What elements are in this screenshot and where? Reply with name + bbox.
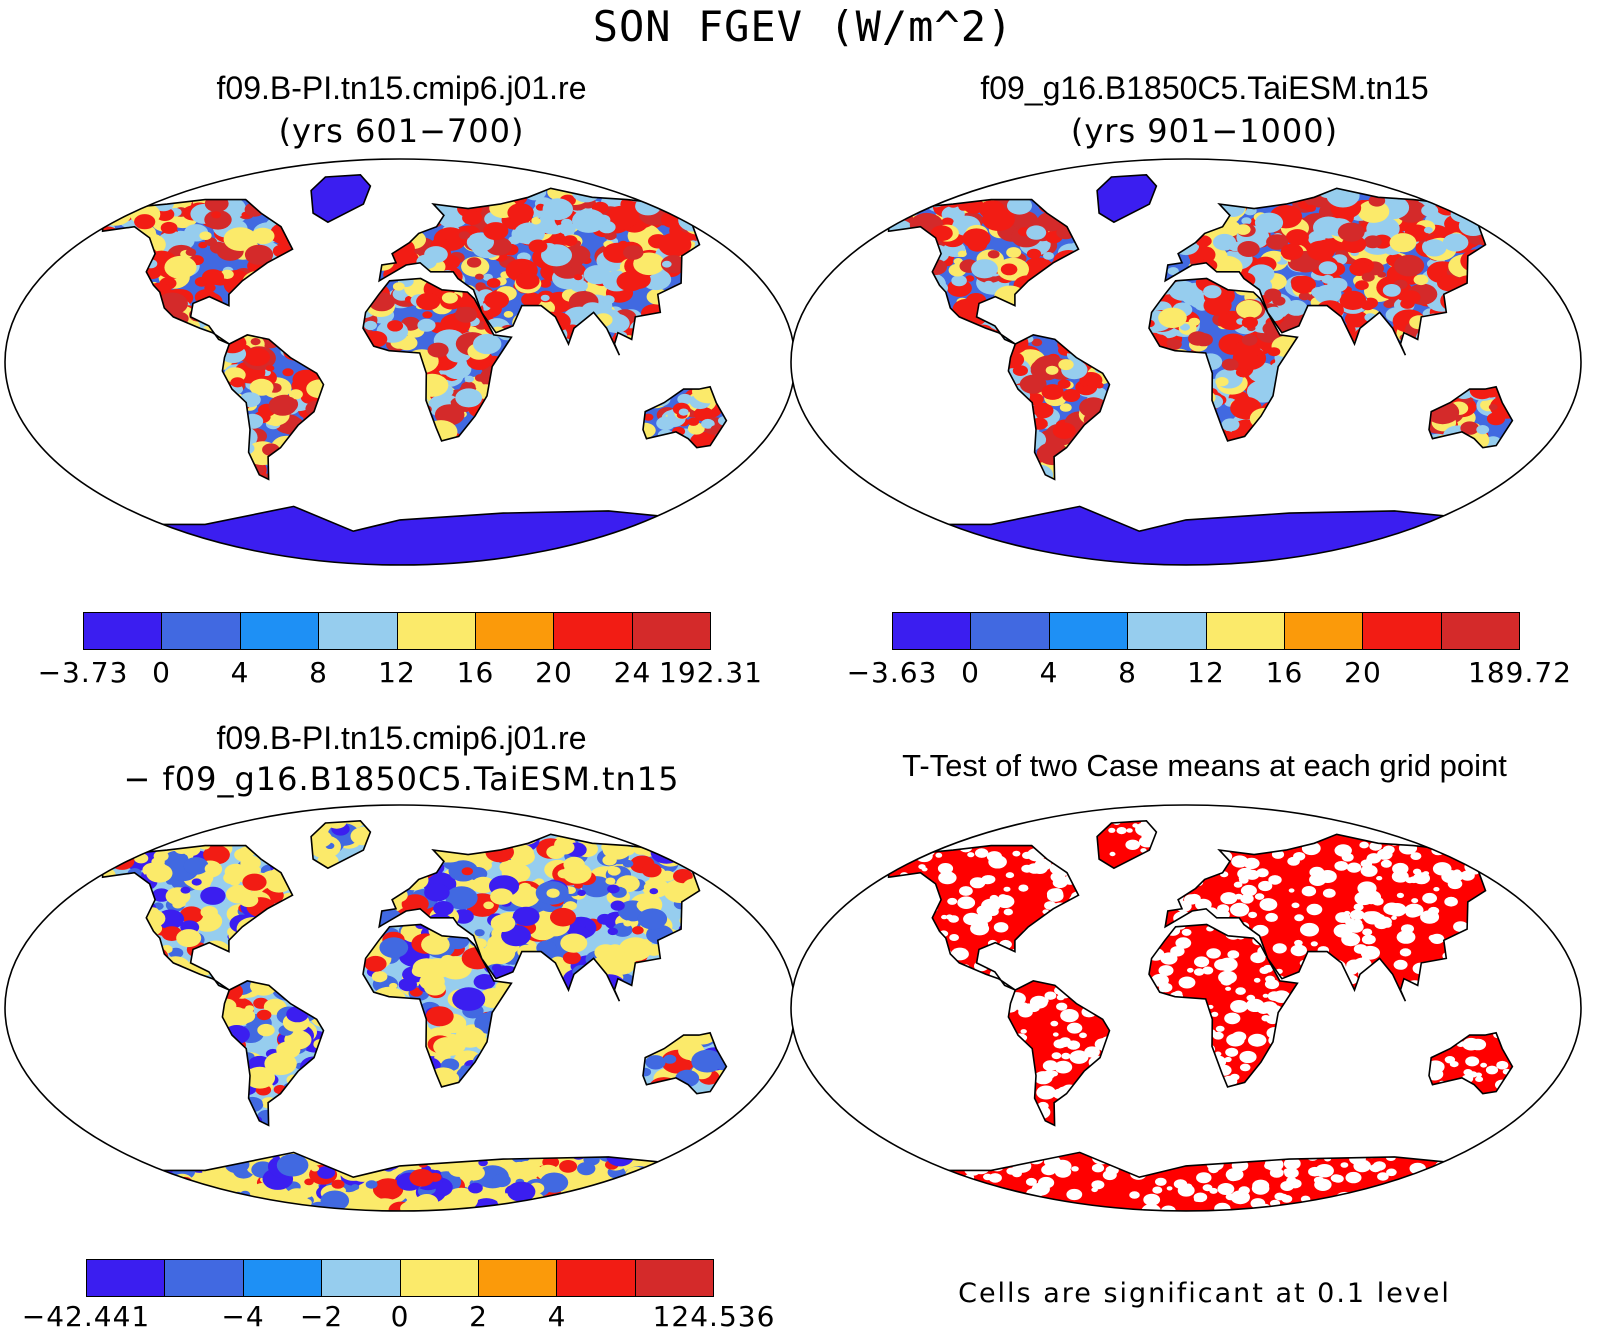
colorbar-tick-label: 16	[1265, 656, 1304, 689]
africa-coastline	[362, 923, 513, 1088]
colorbar-tick-label: 4	[547, 1300, 567, 1333]
figure-title: SON FGEV (W/m^2)	[592, 2, 1014, 51]
samerica-coastline	[221, 334, 325, 481]
colorbar-swatch	[1440, 613, 1519, 649]
panel-4-map-group	[790, 804, 1582, 1212]
greenland-coastline	[310, 819, 372, 870]
eurasia-coastline	[1164, 187, 1503, 356]
antarctica-coastline	[107, 505, 700, 565]
colorbar-tick-label: 4	[230, 656, 250, 689]
australia-coastline	[642, 1031, 728, 1095]
namerica-coastline	[887, 198, 1080, 345]
colorbar-swatch	[553, 613, 632, 649]
colorbar-swatch	[1127, 613, 1206, 649]
colorbar-tick-label: 0	[390, 1300, 410, 1333]
samerica-coastline	[221, 980, 325, 1127]
colorbar-tick-label: 20	[535, 656, 573, 689]
colorbar-tick-label: 12	[378, 656, 416, 689]
colorbar-tick-label: 124.536	[652, 1300, 776, 1333]
colorbar-swatch	[474, 613, 554, 649]
greenland-land	[311, 174, 371, 223]
colorbar-tick-label: −3.63	[846, 656, 938, 689]
colorbar-swatch	[1362, 613, 1441, 649]
panel-1-map-group	[4, 158, 796, 566]
colorbar-swatch	[399, 1260, 478, 1296]
antarctica-coastline	[893, 505, 1486, 565]
colorbar-3	[86, 1259, 714, 1297]
colorbar-tick-label: 8	[1118, 656, 1137, 689]
significance-note: Cells are significant at 0.1 level	[958, 1278, 1451, 1309]
colorbar-tick-label: −4	[221, 1300, 265, 1333]
greenland-land	[1097, 174, 1157, 223]
colorbar-swatch	[242, 1260, 322, 1296]
namerica-coastline	[887, 844, 1080, 991]
colorbar-tick-label: −3.73	[37, 656, 129, 689]
australia-coastline	[642, 385, 728, 449]
antarctica-coastline	[107, 1151, 700, 1211]
colorbar-tick-label: 20	[1344, 656, 1382, 689]
africa-coastline	[1148, 923, 1299, 1088]
colorbar-swatch	[631, 613, 710, 649]
colorbar-swatch	[321, 1260, 400, 1296]
colorbar-tick-label: 4	[1039, 656, 1059, 689]
samerica-coastline	[1007, 980, 1111, 1127]
colorbar-swatch	[87, 1260, 165, 1296]
africa-coastline	[1148, 277, 1299, 442]
panel-4-title: T-Test of two Case means at each grid po…	[902, 748, 1507, 783]
colorbar-tick-label: 192.31	[659, 656, 763, 689]
colorbar-swatch	[318, 613, 397, 649]
namerica-coastline	[101, 844, 294, 991]
colorbar-tick-label: 0	[961, 656, 980, 689]
colorbar-tick-label: 189.72	[1468, 656, 1572, 689]
colorbar-swatch	[161, 613, 240, 649]
samerica-coastline	[1007, 334, 1111, 481]
colorbar-swatch	[164, 1260, 243, 1296]
eurasia-coastline	[378, 833, 717, 1002]
panel-3-subtitle: − f09_g16.B1850C5.TaiESM.tn15	[123, 760, 680, 798]
panel-2-subtitle: (yrs 901−1000)	[1070, 112, 1339, 150]
panel-2-map-group	[790, 158, 1582, 566]
colorbar-tick-label: 2	[469, 1300, 488, 1333]
colorbar-swatch	[1283, 613, 1363, 649]
colorbar-swatch	[1205, 613, 1284, 649]
colorbar-swatch	[893, 613, 971, 649]
colorbar-tick-label: 24	[613, 656, 652, 689]
namerica-coastline	[101, 198, 294, 345]
colorbar-swatch	[1048, 613, 1128, 649]
colorbar-swatch	[239, 613, 319, 649]
greenland-coastline	[310, 173, 372, 224]
australia-coastline	[1428, 385, 1514, 449]
colorbar-tick-label: −42.441	[21, 1300, 151, 1333]
africa-coastline	[362, 277, 513, 442]
colorbar-swatch	[396, 613, 475, 649]
greenland-coastline	[1096, 173, 1158, 224]
colorbar-2	[892, 612, 1520, 650]
panel-3-case-title: f09.B-PI.tn15.cmip6.j01.re	[216, 720, 587, 756]
map-border	[790, 804, 1582, 1212]
colorbar-tick-label: 8	[309, 656, 328, 689]
australia-coastline	[1428, 1031, 1514, 1095]
eurasia-coastline	[378, 187, 717, 356]
panel-1-case-title: f09.B-PI.tn15.cmip6.j01.re	[216, 70, 587, 106]
colorbar-1	[83, 612, 711, 650]
colorbar-swatch	[477, 1260, 557, 1296]
colorbar-swatch	[970, 613, 1049, 649]
greenland-coastline	[1096, 819, 1158, 870]
panel-3-map-group	[4, 804, 796, 1212]
antarctica-coastline	[893, 1151, 1486, 1211]
colorbar-tick-label: 16	[456, 656, 495, 689]
eurasia-coastline	[1164, 833, 1503, 1002]
panel-1-subtitle: (yrs 601−700)	[278, 112, 525, 150]
colorbar-swatch	[556, 1260, 635, 1296]
map-border	[790, 158, 1582, 566]
colorbar-tick-label: 12	[1187, 656, 1225, 689]
colorbar-swatch	[634, 1260, 713, 1296]
colorbar-tick-label: −2	[299, 1300, 344, 1333]
colorbar-swatch	[84, 613, 162, 649]
colorbar-tick-label: 0	[152, 656, 171, 689]
panel-2-case-title: f09_g16.B1850C5.TaiESM.tn15	[980, 70, 1429, 106]
